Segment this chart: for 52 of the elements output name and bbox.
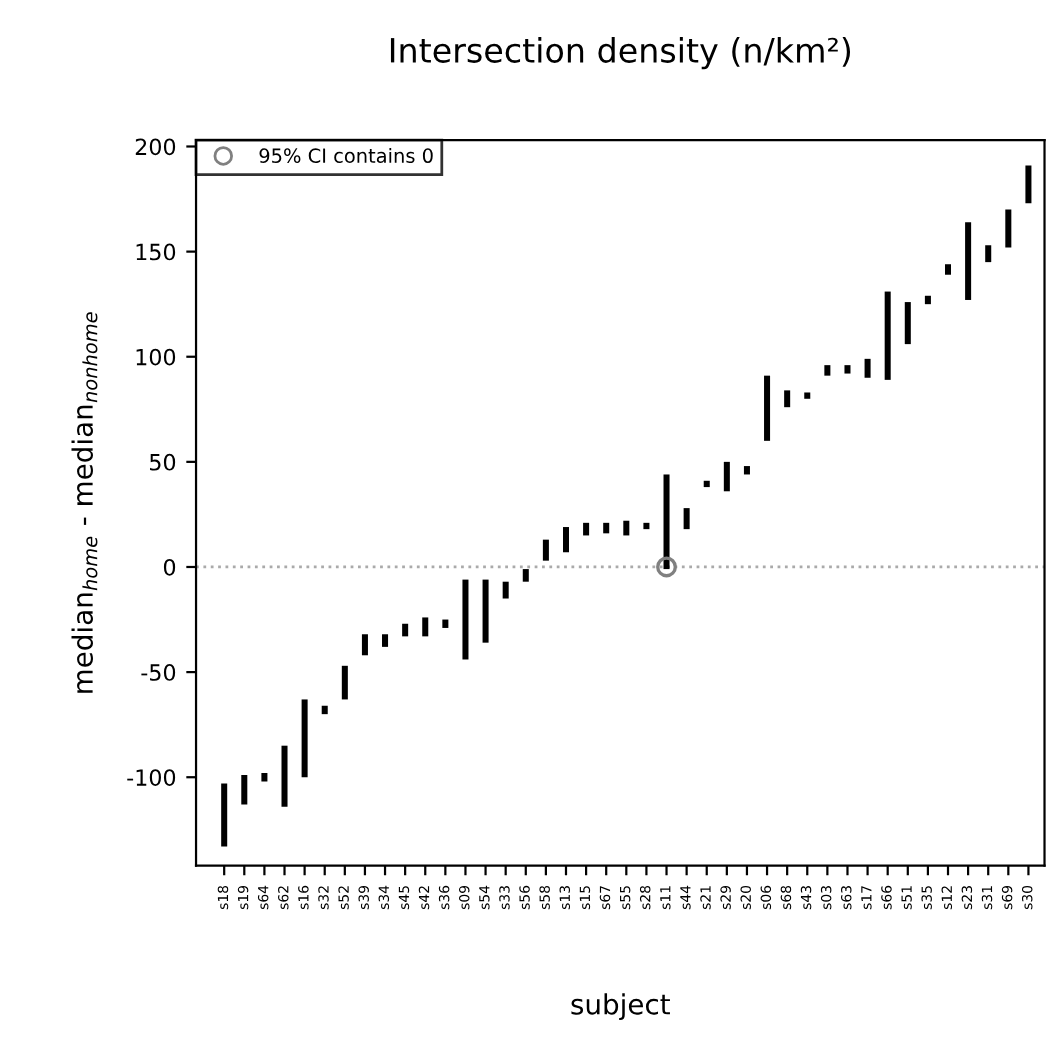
- bar: [844, 365, 851, 374]
- bar: [442, 619, 449, 628]
- bar: [603, 522, 610, 534]
- bar: [784, 390, 791, 408]
- y-tick-label: -50: [141, 664, 176, 681]
- bar: [663, 474, 670, 570]
- bar: [583, 522, 590, 536]
- bar: [361, 634, 368, 656]
- bar: [924, 295, 931, 305]
- y-tick-label: 200: [135, 138, 176, 156]
- bar: [321, 705, 328, 715]
- bar: [703, 480, 710, 488]
- bar: [221, 783, 228, 847]
- y-tick-label: 150: [136, 243, 176, 261]
- y-tick-label: -100: [127, 769, 176, 786]
- bar: [723, 461, 730, 492]
- bar: [542, 539, 549, 561]
- bar: [341, 665, 348, 700]
- bar: [1005, 209, 1012, 248]
- bar: [944, 264, 952, 275]
- chart-title: Intersection density (n/km²): [390, 37, 851, 70]
- bar: [643, 522, 650, 530]
- bar: [904, 302, 911, 345]
- x-axis-title: subject: [571, 993, 670, 1021]
- bar: [1025, 165, 1032, 204]
- bar: [764, 375, 771, 441]
- bar: [864, 358, 871, 378]
- bar: [422, 617, 429, 637]
- legend-label: 95% CI contains 0: [259, 147, 433, 164]
- bar: [241, 775, 248, 805]
- bar: [985, 245, 992, 263]
- bar: [482, 579, 489, 643]
- bar: [683, 508, 690, 530]
- bar: [623, 520, 630, 536]
- y-axis-title: median$_{home}$ - median$_{nonhome}$: [71, 312, 98, 693]
- bar: [804, 392, 811, 399]
- bar: [965, 222, 972, 300]
- bar: [301, 699, 308, 778]
- y-tick-label: 100: [136, 348, 176, 366]
- bar: [824, 365, 831, 376]
- bar: [462, 579, 469, 660]
- bar: [562, 527, 570, 553]
- bar: [502, 581, 509, 599]
- y-tick-label: 0: [163, 558, 176, 576]
- bar: [402, 623, 409, 637]
- bar: [281, 745, 288, 807]
- bar: [522, 569, 529, 582]
- bar: [382, 634, 389, 647]
- bar: [884, 291, 891, 380]
- bar: [261, 773, 268, 782]
- bar: [743, 466, 750, 475]
- y-tick-label: 50: [150, 453, 176, 471]
